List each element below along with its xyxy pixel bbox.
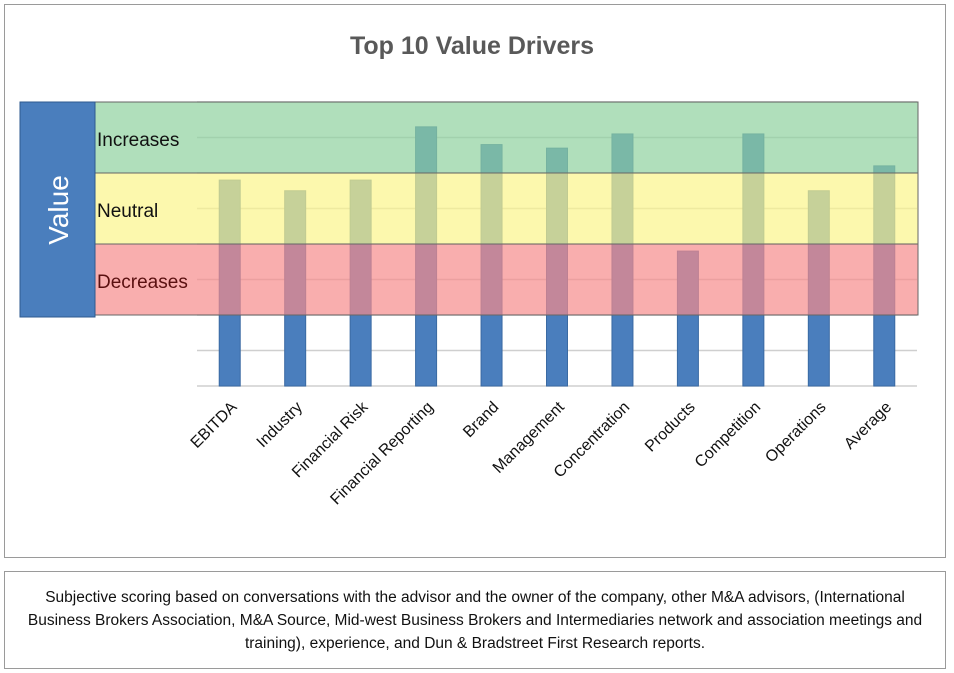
x-tick-label: Competition xyxy=(692,399,764,471)
value-axis-box: Value xyxy=(19,101,96,318)
caption-box: Subjective scoring based on conversation… xyxy=(4,571,946,669)
x-tick-label: Average xyxy=(841,399,895,453)
x-tick-label: EBITDA xyxy=(188,399,241,452)
x-tick-label: Operations xyxy=(762,399,829,466)
y-axis-label: Value xyxy=(43,175,74,245)
x-tick-label: Products xyxy=(642,399,699,456)
band-neutral xyxy=(94,172,919,245)
x-tick-label: Brand xyxy=(460,399,502,441)
band-label-decreases: Decreases xyxy=(97,272,188,293)
band-label-increases: Increases xyxy=(97,130,179,151)
caption-text: Subjective scoring based on conversation… xyxy=(27,588,923,652)
chart-title: Top 10 Value Drivers xyxy=(350,32,594,60)
x-tick-label: Industry xyxy=(254,399,306,451)
band-increases xyxy=(94,101,919,174)
band-label-neutral: Neutral xyxy=(97,201,158,222)
band-decreases xyxy=(94,243,919,316)
